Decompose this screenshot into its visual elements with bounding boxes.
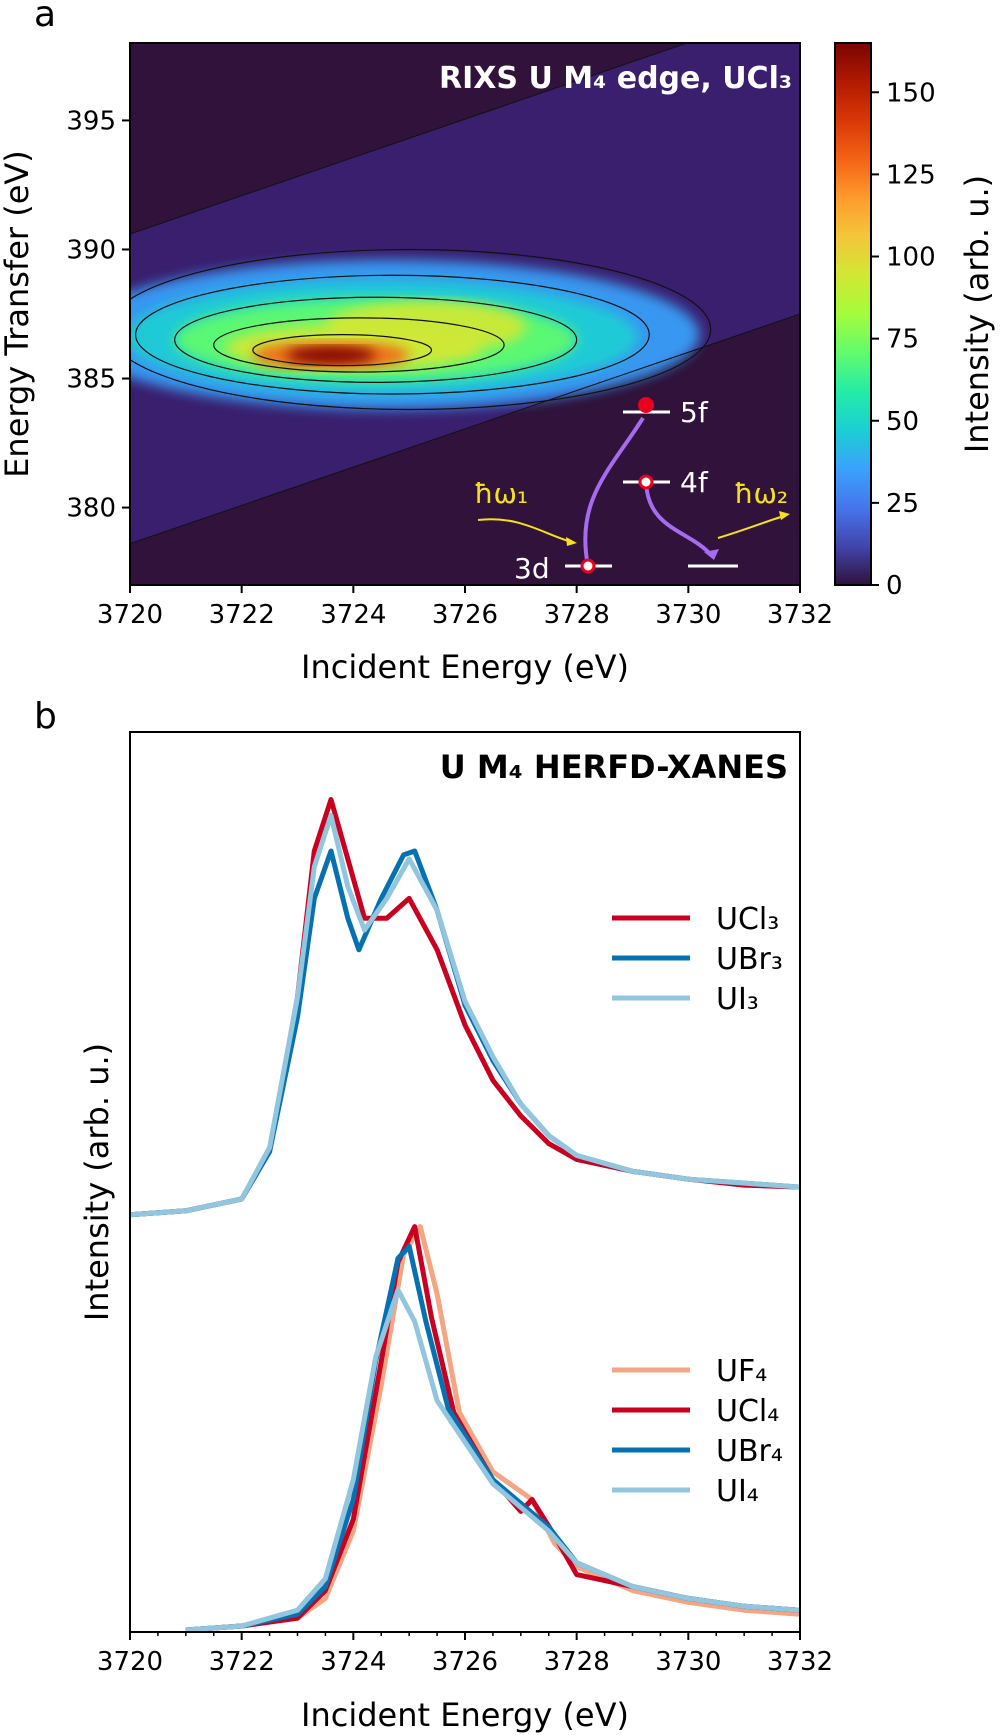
legend-label: UBr₄	[716, 1434, 783, 1469]
x-tick-label: 3722	[209, 1647, 275, 1677]
herfd-xanes-lines	[130, 797, 800, 1632]
panel-label-b: b	[34, 696, 57, 737]
colorbar-tick-label: 75	[886, 325, 919, 355]
photon-in-arrow	[477, 518, 573, 543]
colorbar-tick-label: 100	[886, 243, 936, 273]
x-tick-label: 3724	[320, 600, 386, 630]
herfd-xanes-panel: 3720 3722 3724 3726 3728 3730 3732 U M₄ HERFD-…	[78, 731, 833, 1734]
series-line	[185, 1243, 800, 1632]
rixs-map-panel: 3720 3722 3724 3726 3728 3730 3732 380 385 390 39…	[0, 42, 996, 686]
band-edge-upper	[130, 43, 689, 235]
x-tick-label: 3722	[209, 600, 275, 630]
y-tick-label: 395	[66, 106, 116, 136]
colorbar-tick-label: 25	[886, 489, 919, 519]
rixs-map-intensity	[130, 43, 800, 544]
level-5f-label: 5f	[680, 396, 709, 429]
contour-line	[134, 274, 650, 395]
rixs-map-xlabel: Incident Energy (eV)	[301, 648, 629, 686]
photon-out-arrow	[717, 515, 785, 539]
level-3d-label: 3d	[514, 552, 550, 585]
legend-label: UBr₃	[716, 942, 783, 977]
series-line	[185, 1224, 800, 1632]
photon-in-label: ħω₁	[474, 477, 528, 510]
legend-label: UI₄	[716, 1474, 759, 1509]
series-line	[130, 812, 800, 1218]
legend-lower: UF₄ UCl₄ UBr₄ UI₄	[612, 1354, 783, 1509]
electron-5f	[638, 397, 654, 413]
photon-out-arrowhead	[779, 511, 790, 520]
herfd-xanes-xlabel: Incident Energy (eV)	[301, 1696, 629, 1734]
series-line	[130, 848, 800, 1218]
excitation-arrow	[583, 416, 645, 567]
rixs-map-ylabel: Energy Transfer (eV)	[0, 150, 36, 478]
decay-arrow	[644, 481, 714, 558]
y-tick-label: 380	[66, 494, 116, 524]
rixs-map-title: RIXS U M₄ edge, UCl₃	[439, 61, 792, 96]
x-tick-label: 3724	[320, 1647, 386, 1677]
decay-arrowhead	[704, 549, 719, 560]
x-tick-label: 3720	[97, 1647, 163, 1677]
legend-upper: UCl₃ UBr₃ UI₃	[612, 902, 783, 1017]
hole-3d	[580, 558, 596, 574]
series-line	[185, 1287, 800, 1632]
colorbar-tick-label: 150	[886, 78, 936, 108]
x-tick-label: 3726	[432, 600, 498, 630]
x-tick-label: 3732	[767, 1647, 833, 1677]
intensity-blob	[286, 346, 376, 365]
herfd-xanes-ylabel: Intensity (arb. u.)	[78, 1043, 116, 1321]
level-4f-label: 4f	[680, 466, 709, 499]
contour-line	[252, 334, 433, 367]
panel-label-a: a	[34, 0, 56, 35]
x-tick-label: 3726	[432, 1647, 498, 1677]
rixs-process-diagram: 5f 4f 3d ħω₁ ħω₂	[474, 396, 790, 585]
herfd-xanes-title: U M₄ HERFD-XANES	[440, 748, 788, 786]
contour-line	[174, 296, 578, 383]
x-tick-label: 3728	[544, 600, 610, 630]
legend-label: UF₄	[716, 1354, 767, 1389]
colorbar-label: Intensity (arb. u.)	[958, 175, 996, 453]
colorbar-tick-label: 125	[886, 160, 936, 190]
legend-label: UI₃	[716, 982, 759, 1017]
x-tick-label: 3732	[767, 600, 833, 630]
series-line	[185, 1224, 800, 1632]
contour-line	[130, 248, 712, 411]
band-edge-lower	[130, 313, 800, 545]
x-tick-label: 3728	[544, 1647, 610, 1677]
rixs-map-contours	[130, 43, 800, 545]
colorbar	[834, 42, 872, 586]
colorbar-tick-label: 50	[886, 407, 919, 437]
photon-in-arrowhead	[566, 537, 577, 546]
photon-out-label: ħω₂	[734, 477, 788, 510]
y-tick-label: 385	[66, 365, 116, 395]
legend-label: UCl₄	[716, 1394, 779, 1429]
hole-4f	[638, 474, 654, 490]
y-tick-label: 390	[66, 235, 116, 265]
colorbar-tick-label: 0	[886, 571, 903, 601]
x-tick-label: 3730	[655, 1647, 721, 1677]
x-tick-label: 3730	[655, 600, 721, 630]
x-tick-label: 3720	[97, 600, 163, 630]
contour-line	[213, 317, 505, 373]
legend-label: UCl₃	[716, 902, 779, 937]
